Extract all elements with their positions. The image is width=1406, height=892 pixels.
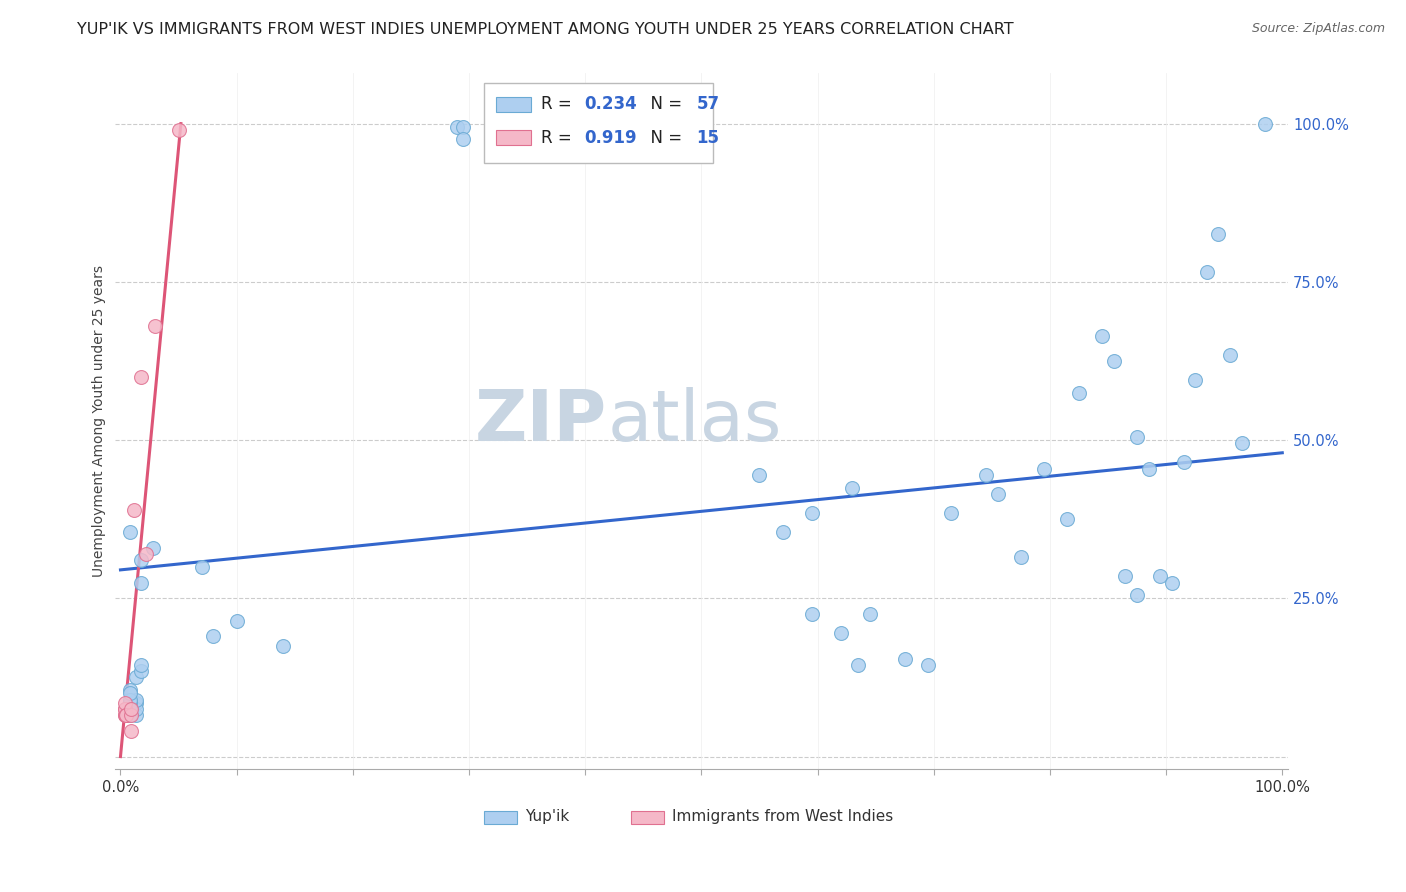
Point xyxy=(1173,455,1195,469)
Point xyxy=(167,123,190,137)
Text: Yup'ik: Yup'ik xyxy=(526,809,569,824)
Text: N =: N = xyxy=(640,95,688,113)
Point xyxy=(120,702,142,716)
Point xyxy=(114,702,136,716)
Point xyxy=(451,132,474,146)
Point xyxy=(974,467,997,482)
Point xyxy=(859,607,882,622)
Point xyxy=(1056,512,1078,526)
Point xyxy=(1254,117,1277,131)
Point xyxy=(191,559,214,574)
Point xyxy=(1149,569,1171,583)
Point xyxy=(142,541,165,555)
Point xyxy=(1010,550,1032,565)
Point xyxy=(446,120,468,134)
Text: 57: 57 xyxy=(697,95,720,113)
Point xyxy=(131,657,153,672)
Point xyxy=(118,702,141,716)
Text: Immigrants from West Indies: Immigrants from West Indies xyxy=(672,809,893,824)
Point xyxy=(118,686,141,700)
Point xyxy=(917,657,939,672)
Text: 0.234: 0.234 xyxy=(583,95,637,113)
Point xyxy=(120,708,142,723)
Point xyxy=(1161,575,1184,590)
Text: YUP'IK VS IMMIGRANTS FROM WEST INDIES UNEMPLOYMENT AMONG YOUTH UNDER 25 YEARS CO: YUP'IK VS IMMIGRANTS FROM WEST INDIES UN… xyxy=(77,22,1014,37)
Text: 0.919: 0.919 xyxy=(583,128,637,147)
Point xyxy=(1126,588,1149,602)
Point xyxy=(118,692,141,706)
Bar xyxy=(496,96,531,112)
Text: N =: N = xyxy=(640,128,688,147)
Point xyxy=(124,696,146,710)
Point xyxy=(114,708,136,723)
Bar xyxy=(631,811,664,823)
Point xyxy=(131,664,153,678)
Point xyxy=(131,553,153,567)
Point xyxy=(114,702,136,716)
Point xyxy=(120,724,142,739)
Point xyxy=(1195,265,1218,279)
Point xyxy=(800,607,823,622)
Y-axis label: Unemployment Among Youth under 25 years: Unemployment Among Youth under 25 years xyxy=(93,265,107,577)
Text: atlas: atlas xyxy=(607,386,782,456)
Point xyxy=(118,696,141,710)
Point xyxy=(1184,373,1206,387)
Point xyxy=(124,702,146,716)
Point xyxy=(499,120,522,134)
Point xyxy=(451,120,474,134)
Point xyxy=(1208,227,1230,242)
Point xyxy=(114,708,136,723)
Point xyxy=(987,487,1010,501)
Point xyxy=(115,708,138,723)
Point xyxy=(271,639,294,653)
Point xyxy=(846,657,869,672)
Point xyxy=(1091,328,1114,343)
Point xyxy=(118,708,141,723)
Bar xyxy=(484,811,517,823)
Point xyxy=(1230,436,1253,450)
Point xyxy=(830,626,852,640)
Text: 15: 15 xyxy=(697,128,720,147)
Point xyxy=(131,575,153,590)
Point xyxy=(772,524,794,539)
Point xyxy=(143,319,166,334)
Point xyxy=(202,629,225,643)
Point xyxy=(118,524,141,539)
Text: R =: R = xyxy=(541,128,576,147)
Text: ZIP: ZIP xyxy=(475,386,607,456)
Point xyxy=(1067,385,1090,400)
Point xyxy=(124,692,146,706)
Point xyxy=(1126,430,1149,444)
Point xyxy=(1137,461,1160,475)
Point xyxy=(1219,348,1241,362)
Text: Source: ZipAtlas.com: Source: ZipAtlas.com xyxy=(1251,22,1385,36)
Point xyxy=(841,481,863,495)
Point xyxy=(118,683,141,698)
Point xyxy=(115,708,138,723)
Point xyxy=(114,696,136,710)
Bar xyxy=(484,84,713,163)
Point xyxy=(1114,569,1136,583)
Point xyxy=(131,369,153,384)
Point xyxy=(800,506,823,520)
Point xyxy=(225,614,247,628)
Bar xyxy=(496,130,531,145)
Point xyxy=(124,708,146,723)
Point xyxy=(941,506,963,520)
Text: R =: R = xyxy=(541,95,576,113)
Point xyxy=(135,547,157,561)
Point xyxy=(124,502,146,516)
Point xyxy=(1033,461,1056,475)
Point xyxy=(893,651,915,665)
Point xyxy=(748,467,770,482)
Point xyxy=(1102,354,1125,368)
Point xyxy=(124,671,146,685)
